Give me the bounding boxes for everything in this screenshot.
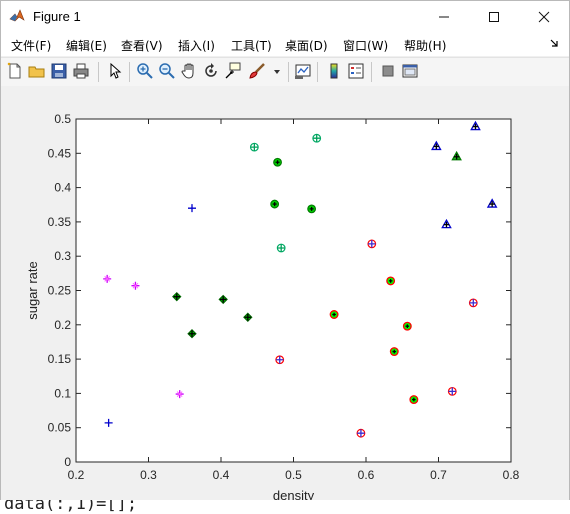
- data-cursor-icon[interactable]: [224, 62, 242, 80]
- y-axis-label: sugar rate: [25, 261, 40, 320]
- data-point: [330, 311, 338, 319]
- save-icon[interactable]: [50, 62, 68, 80]
- open-icon[interactable]: [28, 62, 46, 80]
- zoom-out-icon[interactable]: [158, 62, 176, 80]
- y-tick-label: 0.05: [48, 421, 72, 435]
- brush-dropdown-icon[interactable]: [268, 62, 286, 80]
- code-line: data(:,1)=[];: [4, 500, 137, 514]
- y-tick-label: 0.5: [54, 112, 71, 126]
- y-tick-label: 0.3: [54, 249, 71, 263]
- code-editor-fragment: data(:,1)=[];: [0, 500, 570, 514]
- legend-icon[interactable]: [347, 62, 365, 80]
- y-tick-label: 0.15: [48, 352, 72, 366]
- minimize-icon: [438, 11, 450, 23]
- y-tick-label: 0.2: [54, 318, 71, 332]
- hide-plot-tools-icon[interactable]: [379, 62, 397, 80]
- new-figure-icon[interactable]: [6, 62, 24, 80]
- close-button[interactable]: [521, 1, 567, 32]
- colorbar-icon[interactable]: [325, 62, 343, 80]
- data-point: [404, 322, 412, 330]
- y-tick-label: 0.1: [54, 386, 71, 400]
- data-point: [357, 429, 365, 437]
- x-tick-label: 0.7: [430, 468, 447, 482]
- edit-plot-icon[interactable]: [106, 62, 124, 80]
- brush-icon[interactable]: [248, 62, 266, 80]
- x-tick-label: 0.3: [140, 468, 157, 482]
- maximize-icon: [488, 11, 500, 23]
- data-point: [410, 396, 418, 404]
- y-tick-label: 0.4: [54, 181, 71, 195]
- matlab-logo-icon: [9, 8, 25, 24]
- menu-desktop[interactable]: 桌面(D): [285, 37, 328, 54]
- window-title: Figure 1: [33, 9, 81, 24]
- minimize-button[interactable]: [421, 1, 467, 32]
- rotate-icon[interactable]: [202, 62, 220, 80]
- data-point: [448, 388, 456, 396]
- x-tick-label: 0.4: [213, 468, 230, 482]
- y-tick-label: 0.45: [48, 146, 72, 160]
- data-point: [251, 143, 259, 151]
- toolbar-separator: [98, 62, 99, 82]
- data-point: [387, 277, 395, 285]
- figure-window: Figure 1 文件(F) 编辑(E) 查看(V) 插入(I) 工具(T) 桌…: [0, 0, 570, 502]
- menu-insert[interactable]: 插入(I): [178, 37, 215, 54]
- toolbar-separator: [317, 62, 318, 82]
- link-plot-icon[interactable]: [294, 62, 312, 80]
- show-plot-tools-icon[interactable]: [401, 62, 419, 80]
- data-point: [274, 158, 282, 166]
- data-point: [276, 356, 284, 364]
- x-tick-label: 0.5: [285, 468, 302, 482]
- maximize-button[interactable]: [471, 1, 517, 32]
- title-bar[interactable]: Figure 1: [1, 1, 569, 32]
- zoom-in-icon[interactable]: [136, 62, 154, 80]
- axes: 0.2 0.3 0.4 0.5 0.6 0.7 0.8 0 0.05 0.1 0.15 0.2 0.25…: [48, 112, 520, 482]
- data-point: [368, 240, 376, 248]
- scatter-plot: 0.2 0.3 0.4 0.5 0.6 0.7 0.8 0 0.05 0.1 0.15 0.2 0.25…: [1, 86, 569, 501]
- toolbar-separator: [129, 62, 130, 82]
- pan-icon[interactable]: [180, 62, 198, 80]
- menu-help[interactable]: 帮助(H): [404, 37, 446, 54]
- toolbar-separator: [288, 62, 289, 82]
- y-tick-label: 0: [64, 455, 71, 469]
- data-point: [470, 299, 478, 307]
- plot-area: [76, 119, 511, 462]
- x-tick-label: 0.6: [358, 468, 375, 482]
- x-tick-label: 0.8: [503, 468, 520, 482]
- figure-canvas: 0.2 0.3 0.4 0.5 0.6 0.7 0.8 0 0.05 0.1 0.15 0.2 0.25…: [1, 86, 569, 501]
- data-point: [313, 134, 321, 142]
- x-tick-label: 0.2: [68, 468, 85, 482]
- data-point: [271, 200, 279, 208]
- menu-window[interactable]: 窗口(W): [343, 37, 388, 54]
- y-tick-label: 0.35: [48, 215, 72, 229]
- figure-toolbar: [1, 57, 569, 87]
- menu-bar: 文件(F) 编辑(E) 查看(V) 插入(I) 工具(T) 桌面(D) 窗口(W…: [1, 32, 569, 56]
- print-icon[interactable]: [72, 62, 90, 80]
- data-point: [390, 348, 398, 356]
- menu-edit[interactable]: 编辑(E): [66, 37, 107, 54]
- menu-file[interactable]: 文件(F): [11, 37, 51, 54]
- y-tick-label: 0.25: [48, 284, 72, 298]
- data-point: [308, 205, 316, 213]
- toolbar-separator: [371, 62, 372, 82]
- menu-tools[interactable]: 工具(T): [231, 37, 272, 54]
- menu-view[interactable]: 查看(V): [121, 37, 163, 54]
- close-icon: [538, 11, 550, 23]
- data-point: [277, 244, 285, 252]
- dock-arrow-icon[interactable]: [549, 38, 559, 48]
